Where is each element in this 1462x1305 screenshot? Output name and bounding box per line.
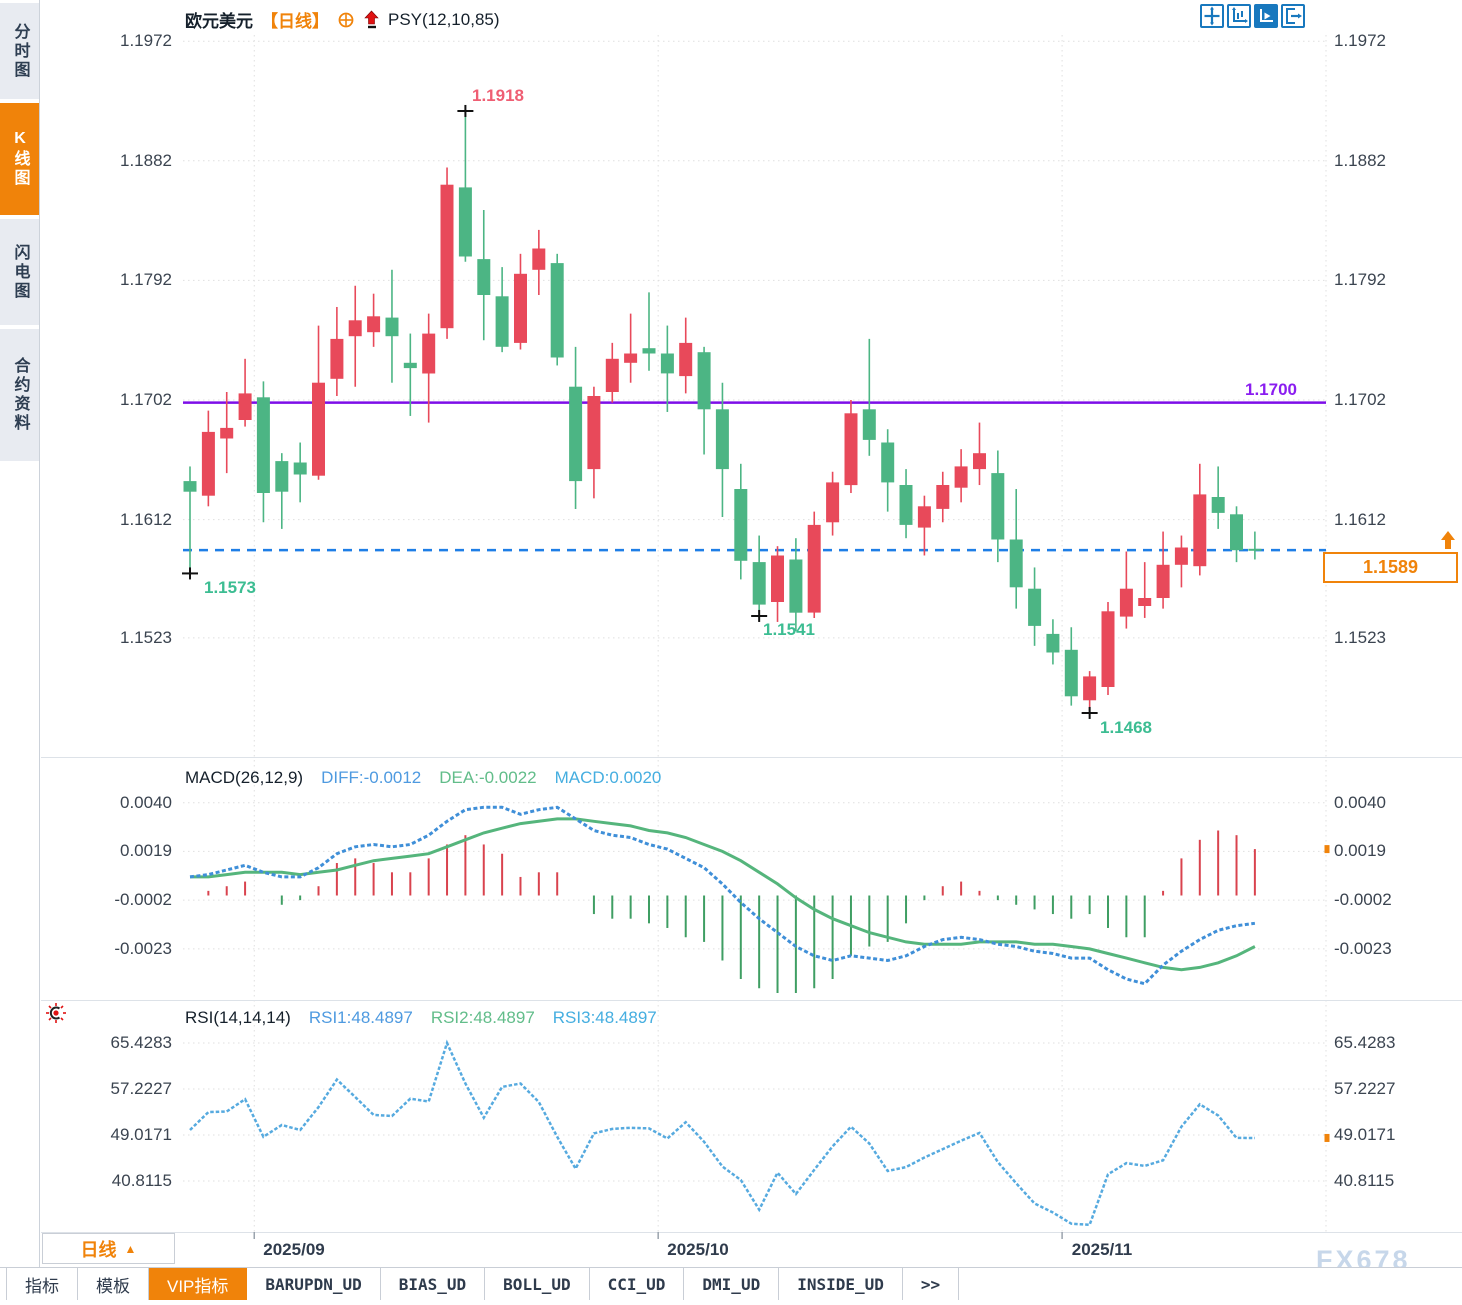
macd-histogram bbox=[207, 830, 1256, 993]
macd-axis-tick: 0.0019 bbox=[1334, 841, 1386, 861]
indicator-tab[interactable]: BIAS_UD bbox=[381, 1268, 486, 1300]
price-axis-tick: 1.1702 bbox=[120, 390, 172, 409]
rsi-axis-tick: 65.4283 bbox=[1334, 1032, 1396, 1052]
period-dropdown-button[interactable]: 日线 ▲ bbox=[42, 1233, 175, 1264]
macd-title: MACD(26,12,9) bbox=[185, 768, 304, 787]
rsi-line bbox=[189, 1039, 1255, 1227]
rsi-axis-tick: 40.8115 bbox=[1334, 1171, 1395, 1190]
indicator-tab[interactable]: CCI_UD bbox=[590, 1268, 685, 1300]
indicator-tab-bar: 指标 模板 VIP指标 BARUPDN_UD BIAS_UD BOLL_UD CCI_UD D… bbox=[0, 1267, 1462, 1300]
indicator-tab[interactable]: 指标 bbox=[7, 1268, 78, 1300]
indicator-tab[interactable]: VIP指标 bbox=[149, 1268, 248, 1300]
indicator-alert-icon[interactable] bbox=[45, 1002, 67, 1029]
x-axis-label: 2025/09 bbox=[263, 1240, 325, 1259]
price-axis-tick: 1.1792 bbox=[1334, 270, 1386, 290]
swing-markers bbox=[182, 104, 1098, 719]
rsi-axis-tick: 65.4283 bbox=[110, 1032, 172, 1052]
rsi-axis-tick: 49.0171 bbox=[110, 1125, 172, 1144]
rsi1-value: RSI1:48.4897 bbox=[308, 1008, 413, 1027]
gridlines bbox=[183, 35, 1327, 1232]
x-axis-label: 2025/11 bbox=[1071, 1240, 1133, 1259]
sidebar-tab-2[interactable]: K线图 bbox=[0, 103, 39, 215]
swing-high-label: 1.1918 bbox=[472, 86, 524, 105]
rsi2-value: RSI2:48.4897 bbox=[430, 1008, 535, 1027]
rsi-axis-tick: 40.8115 bbox=[111, 1171, 172, 1190]
swing-low-label: 1.1541 bbox=[763, 620, 815, 639]
price-axis-tick: 1.1702 bbox=[1334, 390, 1386, 409]
sidebar: 分时图 K线图闪电图合约资料 bbox=[0, 0, 40, 1300]
rsi-axis-tick: 57.2227 bbox=[1334, 1078, 1396, 1098]
rsi-axis-tick: 49.0171 bbox=[1334, 1125, 1396, 1144]
price-axis-tick: 1.1792 bbox=[120, 270, 172, 290]
pane-exit-icon[interactable] bbox=[1281, 4, 1305, 28]
macd-axis-tick: -0.0023 bbox=[114, 938, 172, 958]
period-dropdown-label: 日线 bbox=[80, 1239, 117, 1260]
rsi3-value: RSI3:48.4897 bbox=[552, 1008, 657, 1027]
macd-axis-tick: 0.0040 bbox=[120, 792, 172, 812]
price-axis-tick: 1.1523 bbox=[120, 627, 172, 647]
macd-dea-value: DEA:-0.0022 bbox=[439, 768, 537, 787]
indicator-tab[interactable]: BARUPDN_UD bbox=[247, 1268, 381, 1300]
price-axis-tick: 1.1612 bbox=[1334, 509, 1386, 529]
macd-axis-tick: -0.0023 bbox=[1334, 938, 1392, 958]
axis-scale-icon[interactable] bbox=[1227, 4, 1251, 28]
price-axis-tick: 1.1612 bbox=[120, 509, 172, 529]
rsi-header: RSI(14,14,14) RSI1:48.4897 RSI2:48.4897 … bbox=[185, 1008, 657, 1028]
sidebar-tab-1[interactable]: 分时图 bbox=[0, 3, 39, 99]
macd-axis-tick: 0.0019 bbox=[120, 841, 172, 861]
indicator-tab[interactable]: 模板 bbox=[78, 1268, 149, 1300]
price-axis-tick: 1.1972 bbox=[1334, 31, 1386, 51]
price-axis-tick: 1.1882 bbox=[120, 150, 172, 170]
price-axis-tick: 1.1882 bbox=[1334, 150, 1386, 170]
swing-low-label: 1.1468 bbox=[1100, 718, 1152, 737]
last-price-badge: 1.1589 bbox=[1323, 552, 1458, 583]
macd-diff-value: DIFF:-0.0012 bbox=[321, 768, 422, 787]
swing-low-label: 1.1573 bbox=[204, 578, 256, 597]
rsi-axis-tick: 57.2227 bbox=[110, 1078, 172, 1098]
chart-header: 欧元美元 【日线】 PSY(12,10,85) bbox=[185, 7, 500, 32]
crosshair-move-icon[interactable] bbox=[1200, 4, 1224, 28]
macd-axis-tick: 0.0040 bbox=[1334, 792, 1386, 812]
chart-toolbar bbox=[1200, 4, 1305, 28]
rsi-title: RSI(14,14,14) bbox=[185, 1008, 291, 1027]
symbol-title: 欧元美元 bbox=[185, 12, 253, 31]
indicator-tab[interactable]: BOLL_UD bbox=[485, 1268, 590, 1300]
sidebar-tab-3[interactable]: 闪电图 bbox=[0, 219, 39, 325]
panel-separators bbox=[41, 757, 1462, 1233]
x-axis-label: 2025/10 bbox=[667, 1240, 729, 1259]
macd-header: MACD(26,12,9) DIFF:-0.0012 DEA:-0.0022 M… bbox=[185, 768, 661, 788]
up-arrow-icon bbox=[363, 10, 380, 29]
horizontal-line-label: 1.1700 bbox=[1245, 380, 1297, 399]
overlay-indicator-label: PSY(12,10,85) bbox=[388, 9, 500, 29]
period-tag: 【日线】 bbox=[261, 12, 329, 31]
tab-bar-spacer bbox=[0, 1268, 7, 1300]
candlestick-series bbox=[183, 112, 1262, 711]
indicator-tab[interactable]: DMI_UD bbox=[684, 1268, 780, 1300]
dropdown-up-arrow-icon: ▲ bbox=[124, 1241, 137, 1256]
x-axis-ticks bbox=[253, 1232, 1063, 1239]
more-tabs-button[interactable]: >> bbox=[903, 1268, 960, 1300]
macd-dea-line bbox=[190, 817, 1256, 972]
sidebar-tab-4[interactable]: 合约资料 bbox=[0, 329, 39, 461]
crosshair-target-icon[interactable] bbox=[337, 11, 355, 29]
price-axis-tick: 1.1523 bbox=[1334, 627, 1386, 647]
macd-axis-tick: -0.0002 bbox=[114, 890, 172, 910]
macd-value: MACD:0.0020 bbox=[554, 768, 662, 787]
indicator-tab[interactable]: INSIDE_UD bbox=[779, 1268, 903, 1300]
price-up-arrow-icon bbox=[1438, 529, 1458, 556]
price-axis-tick: 1.1972 bbox=[120, 31, 172, 51]
macd-diff-line bbox=[189, 805, 1256, 986]
macd-axis-tick: -0.0002 bbox=[1334, 890, 1392, 910]
axis-play-icon[interactable] bbox=[1254, 4, 1278, 28]
